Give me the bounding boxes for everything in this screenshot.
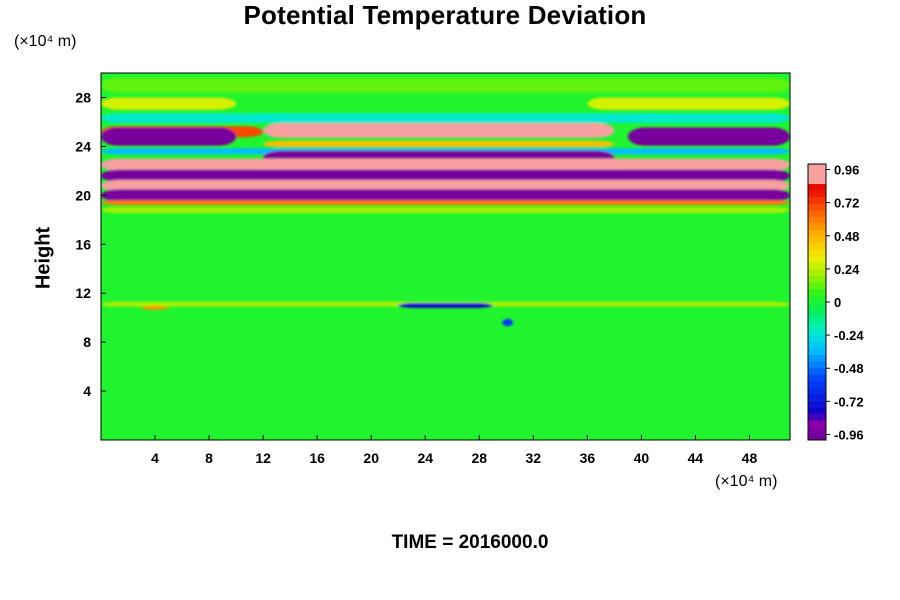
colorbar-segment bbox=[808, 256, 826, 263]
colorbar-tick-label: 0.24 bbox=[834, 262, 860, 277]
colorbar-segment bbox=[808, 433, 826, 441]
colorbar-segment bbox=[808, 183, 826, 191]
colorbar-segment bbox=[808, 164, 826, 171]
colorbar-segment bbox=[808, 249, 826, 257]
colorbar-segment bbox=[808, 210, 826, 217]
colorbar-tick-label: 0.96 bbox=[834, 163, 859, 178]
heatmap-band bbox=[101, 180, 790, 192]
heatmap-band bbox=[101, 169, 790, 182]
x-tick-label: 48 bbox=[742, 450, 758, 466]
colorbar-segment bbox=[808, 236, 826, 244]
colorbar-segment bbox=[808, 177, 826, 185]
colorbar-segment bbox=[808, 328, 826, 336]
colorbar-tick-label: -0.96 bbox=[834, 427, 864, 442]
colorbar-segment bbox=[808, 315, 826, 323]
x-tick-label: 32 bbox=[526, 450, 542, 466]
colorbar-segment bbox=[808, 203, 826, 211]
heatmap-band bbox=[587, 97, 790, 110]
x-tick-label: 12 bbox=[255, 450, 271, 466]
x-tick-label: 24 bbox=[417, 450, 433, 466]
colorbar-segment bbox=[808, 216, 826, 224]
colorbar-segment bbox=[808, 269, 826, 277]
colorbar-segment bbox=[808, 348, 826, 355]
heatmap-band bbox=[101, 77, 790, 93]
colorbar-segment bbox=[808, 380, 826, 388]
y-tick-label: 28 bbox=[75, 89, 91, 105]
colorbar-segment bbox=[808, 170, 826, 178]
colorbar-tick-label: -0.72 bbox=[834, 394, 864, 409]
y-unit-label: (×10⁴ m) bbox=[14, 33, 77, 50]
plot-area bbox=[101, 73, 790, 440]
heatmap-band bbox=[101, 189, 790, 202]
colorbar: 0.96 0.72 0.48 0.24 0 -0.24 -0.48 -0.72 -0.96 bbox=[807, 163, 864, 442]
x-tick-label: 28 bbox=[471, 450, 487, 466]
colorbar-tick-label: 0.72 bbox=[834, 196, 859, 211]
x-unit-label: (×10⁴ m) bbox=[715, 473, 778, 490]
colorbar-segment bbox=[808, 275, 826, 283]
colorbar-segment bbox=[808, 341, 826, 349]
heatmap-band bbox=[627, 127, 790, 146]
colorbar-segment bbox=[808, 295, 826, 303]
heatmap-band bbox=[502, 318, 514, 327]
heatmap-band bbox=[398, 302, 493, 308]
colorbar-segment bbox=[808, 400, 826, 408]
heatmap-band bbox=[101, 200, 790, 206]
colorbar-tick-label: -0.48 bbox=[834, 361, 864, 376]
colorbar-segment bbox=[808, 387, 826, 395]
colorbar-segment bbox=[808, 426, 826, 434]
x-tick-label: 44 bbox=[688, 450, 704, 466]
colorbar-tick-label: 0 bbox=[834, 295, 841, 310]
x-tick-label: 8 bbox=[205, 450, 213, 466]
colorbar-segment bbox=[808, 223, 826, 231]
y-tick-label: 4 bbox=[83, 383, 91, 399]
heatmap-band bbox=[101, 127, 237, 146]
colorbar-segment bbox=[808, 413, 826, 421]
chart-title: Potential Temperature Deviation bbox=[243, 0, 647, 30]
heatmap-band bbox=[263, 140, 615, 148]
heatmap-band bbox=[101, 113, 790, 124]
x-tick-label: 40 bbox=[634, 450, 650, 466]
colorbar-segment bbox=[808, 420, 826, 428]
colorbar-segment bbox=[808, 334, 826, 342]
heatmap-band bbox=[101, 158, 790, 171]
colorbar-segment bbox=[808, 394, 826, 401]
colorbar-segment bbox=[808, 354, 826, 362]
colorbar-segment bbox=[808, 262, 826, 270]
colorbar-tick-label: -0.24 bbox=[834, 328, 864, 343]
colorbar-segment bbox=[808, 321, 826, 329]
x-tick-label: 20 bbox=[363, 450, 379, 466]
colorbar-segment bbox=[808, 196, 826, 204]
colorbar-segment bbox=[808, 229, 826, 237]
colorbar-segment bbox=[808, 407, 826, 415]
y-tick-label: 12 bbox=[75, 285, 91, 301]
colorbar-tick-label: 0.48 bbox=[834, 229, 859, 244]
colorbar-segment bbox=[808, 361, 826, 369]
heatmap-band bbox=[263, 123, 615, 138]
colorbar-segment bbox=[808, 282, 826, 290]
y-tick-label: 16 bbox=[75, 236, 91, 252]
x-tick-label: 16 bbox=[309, 450, 325, 466]
colorbar-segment bbox=[808, 288, 826, 296]
colorbar-segment bbox=[808, 367, 826, 375]
colorbar-segment bbox=[808, 190, 826, 198]
y-tick-label: 20 bbox=[75, 187, 91, 203]
y-tick-label: 24 bbox=[75, 138, 91, 154]
time-label: TIME = 2016000.0 bbox=[391, 532, 549, 553]
x-tick-label: 36 bbox=[580, 450, 596, 466]
heatmap-band bbox=[101, 206, 790, 214]
heatmap-band bbox=[141, 306, 169, 310]
colorbar-segment bbox=[808, 308, 826, 316]
colorbar-segment bbox=[808, 302, 826, 309]
heatmap-band bbox=[101, 97, 237, 110]
colorbar-segment bbox=[808, 242, 826, 250]
y-tick-label: 8 bbox=[83, 334, 91, 350]
colorbar-segment bbox=[808, 374, 826, 382]
x-tick-label: 4 bbox=[151, 450, 159, 466]
